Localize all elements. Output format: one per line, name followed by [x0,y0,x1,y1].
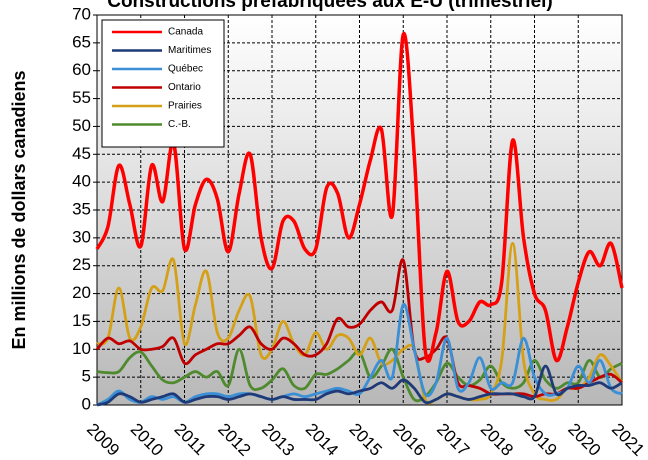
x-tick-label: 2019 [521,420,561,460]
series-line [96,364,623,407]
legend-label: Ontario [168,82,201,93]
x-tick-label: 2021 [608,420,648,460]
legend-label: C.-B. [168,119,191,130]
y-tick-label: 45 [72,144,91,163]
y-tick-label: 30 [72,227,91,246]
y-tick-label: 5 [82,367,91,386]
chart-title: Constructions préfabriquées aux É-U (tri… [107,0,553,12]
series-line [96,242,624,405]
x-tick-label: 2016 [389,420,429,460]
y-tick-label: 65 [72,32,91,51]
y-tick-label: 35 [72,199,91,218]
x-tick-label: 2010 [127,420,167,460]
series-line [96,347,623,403]
y-tick-label: 60 [72,60,91,79]
x-tick-label: 2013 [258,420,298,460]
x-tick-label: 2012 [214,420,254,460]
x-tick-label: 2017 [433,420,473,460]
x-tick-label: 2015 [346,420,386,460]
legend-label: Canada [168,27,203,38]
series-line [95,31,624,363]
x-tick-label: 2014 [302,420,342,460]
x-tick-label: 2020 [564,420,604,460]
y-tick-label: 20 [72,283,91,302]
y-tick-label: 55 [72,88,91,107]
y-tick-label: 25 [72,255,91,274]
y-tick-label: 70 [72,4,91,23]
y-tick-label: 10 [72,339,91,358]
legend-label: Québec [168,64,203,75]
y-tick-label: 40 [72,172,91,191]
x-tick-label: 2009 [83,420,123,460]
y-tick-label: 0 [82,394,91,413]
x-tick-label: 2011 [171,420,210,459]
legend-box [101,19,225,148]
x-tick-label: 2018 [477,420,517,460]
legend-label: Prairies [168,101,202,112]
y-axis-label: En millions de dollars canadiens [9,70,29,349]
y-tick-label: 50 [72,116,91,135]
y-tick-label: 15 [72,311,91,330]
legend-label: Maritimes [168,45,211,56]
